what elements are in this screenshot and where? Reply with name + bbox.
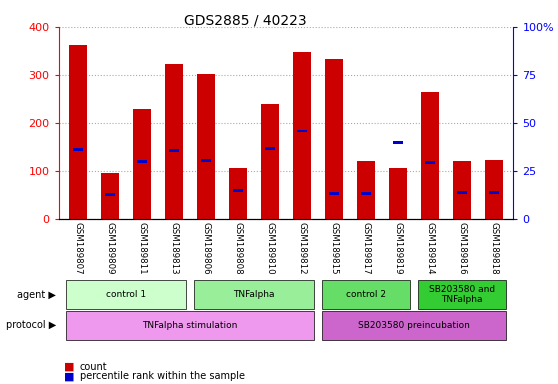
Bar <box>421 92 439 219</box>
Bar <box>73 148 83 151</box>
Bar <box>201 159 211 162</box>
Bar <box>66 311 314 340</box>
Text: ■: ■ <box>64 362 75 372</box>
Text: agent ▶: agent ▶ <box>17 290 56 300</box>
Bar <box>265 147 275 150</box>
Bar <box>169 149 179 152</box>
Bar <box>425 161 435 164</box>
Bar <box>297 130 307 132</box>
Bar <box>453 161 471 219</box>
Text: percentile rank within the sample: percentile rank within the sample <box>80 371 245 381</box>
Bar <box>133 109 151 219</box>
Text: ■: ■ <box>64 371 75 381</box>
Bar <box>329 192 339 195</box>
Bar <box>322 280 410 309</box>
Bar <box>418 280 506 309</box>
Bar <box>165 64 182 219</box>
Bar <box>261 104 279 219</box>
Bar <box>485 161 503 219</box>
Bar <box>66 280 186 309</box>
Bar <box>194 280 314 309</box>
Bar <box>393 141 403 144</box>
Text: SB203580 preincubation: SB203580 preincubation <box>358 321 470 330</box>
Bar <box>457 191 467 194</box>
Bar <box>489 191 499 194</box>
Bar <box>69 45 86 219</box>
Bar <box>105 194 115 196</box>
Text: count: count <box>80 362 108 372</box>
Text: protocol ▶: protocol ▶ <box>6 320 56 331</box>
Bar <box>322 311 506 340</box>
Text: control 1: control 1 <box>106 290 146 299</box>
Bar <box>357 161 375 219</box>
Bar <box>361 192 371 195</box>
Bar <box>197 74 215 219</box>
Bar <box>233 189 243 192</box>
Bar <box>137 160 147 163</box>
Bar <box>101 173 119 219</box>
Bar <box>293 52 311 219</box>
Bar <box>229 167 247 219</box>
Text: control 2: control 2 <box>346 290 386 299</box>
Text: GDS2885 / 40223: GDS2885 / 40223 <box>184 13 307 27</box>
Bar <box>389 167 407 219</box>
Text: TNFalpha: TNFalpha <box>233 290 275 299</box>
Text: TNFalpha stimulation: TNFalpha stimulation <box>142 321 238 330</box>
Text: SB203580 and
TNFalpha: SB203580 and TNFalpha <box>429 285 495 305</box>
Bar <box>325 59 343 219</box>
